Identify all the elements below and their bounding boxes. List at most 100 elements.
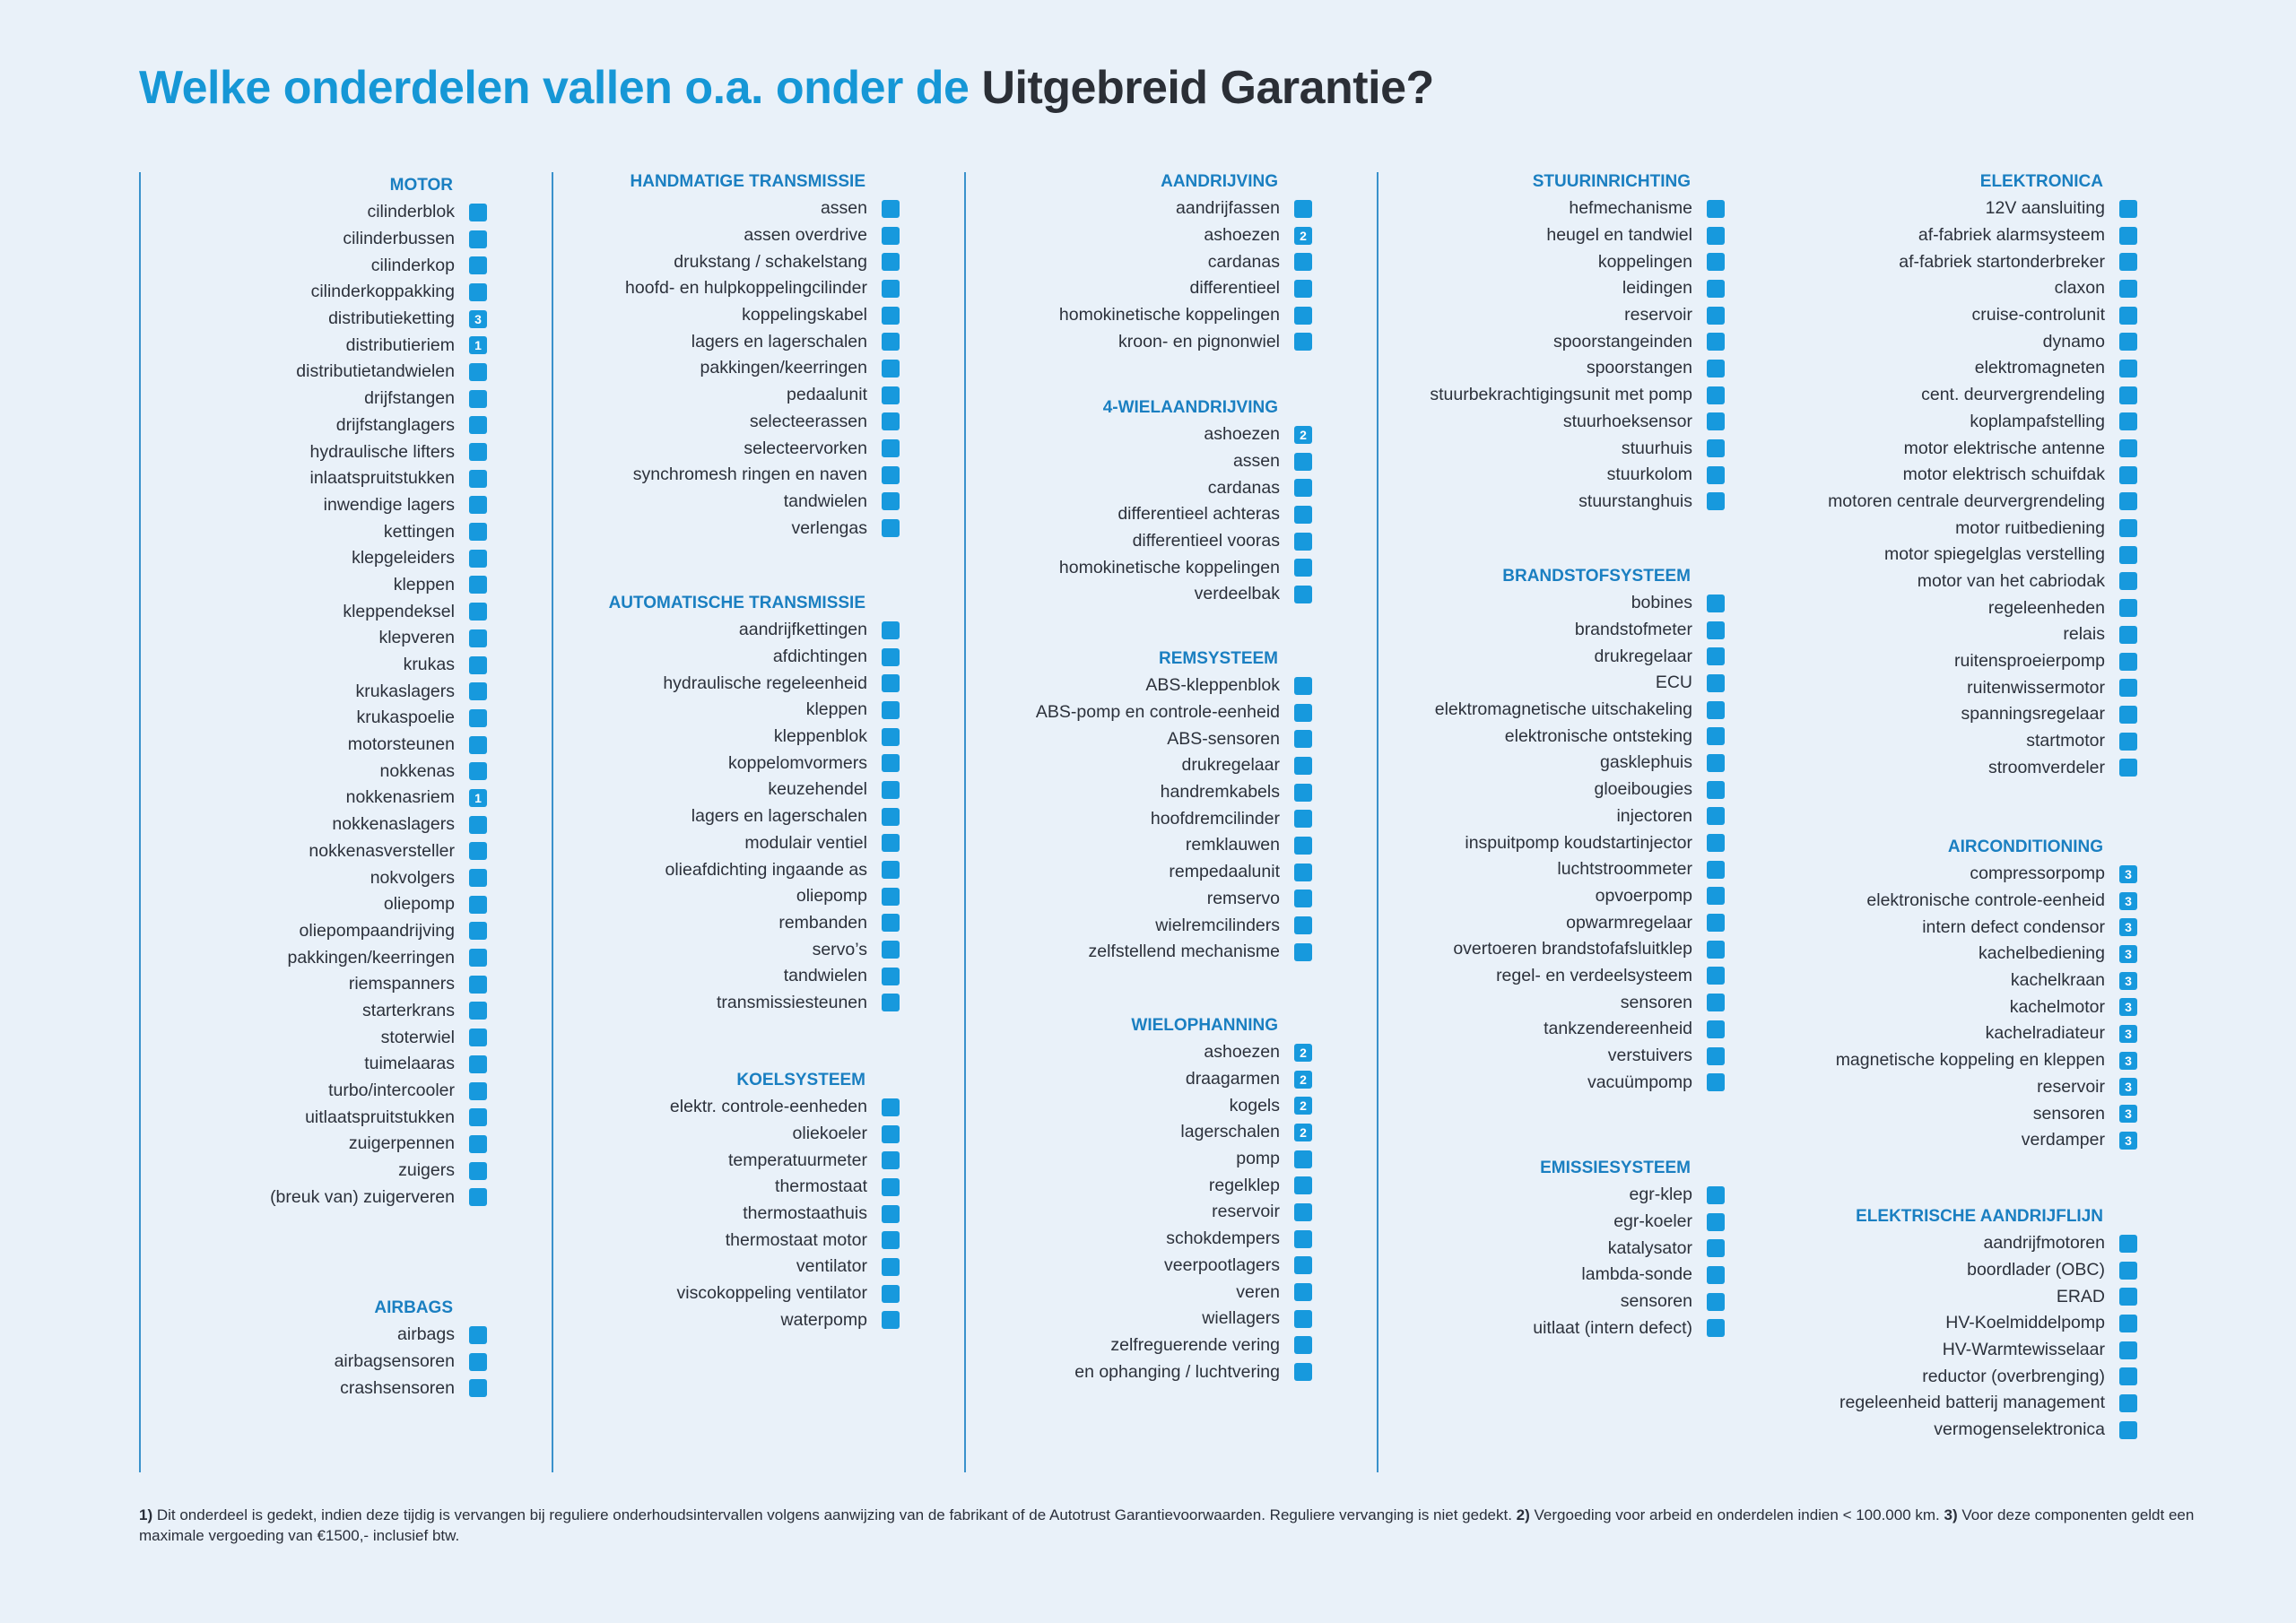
- item-label: servo’s: [812, 939, 867, 959]
- checkbox-icon: [1707, 1292, 1725, 1311]
- list-item: assen: [553, 195, 930, 222]
- item-label: stuurbekrachtigingsunit met pomp: [1430, 385, 1692, 405]
- checkbox-icon: [469, 682, 487, 701]
- section-emissiesysteem: EMISSIESYSTEEM egr-klep egr-koeler katalysa…: [1378, 1155, 1755, 1341]
- list-item: pedaalunit: [553, 382, 930, 409]
- list-item: thermostaathuis: [553, 1201, 930, 1228]
- list-item: veren: [966, 1279, 1343, 1306]
- checkbox-icon: 3: [2119, 1131, 2137, 1150]
- list-item: drukregelaar: [1378, 643, 1755, 670]
- checkbox-icon: [469, 496, 487, 515]
- checkbox-icon: [1707, 834, 1725, 853]
- checkbox-icon: [2119, 279, 2137, 298]
- section-title: HANDMATIGE TRANSMISSIE: [630, 172, 865, 191]
- list-item: verdamper 3: [1791, 1127, 2168, 1154]
- item-label: motor elektrisch schuifdak: [1902, 464, 2105, 485]
- item-label: ruitenwissermotor: [1967, 677, 2105, 698]
- item-label: cardanas: [1207, 251, 1280, 272]
- list-item: keuzehendel: [553, 777, 930, 803]
- list-item: sensoren: [1378, 1289, 1755, 1315]
- list-item: reductor (overbrenging): [1791, 1363, 2168, 1390]
- list-item: opwarmregelaar: [1378, 909, 1755, 936]
- item-label: stuurstanghuis: [1578, 490, 1692, 511]
- list-item: hoofd- en hulpkoppelingcilinder: [553, 275, 930, 302]
- list-item: aandrijfmotoren: [1791, 1230, 2168, 1257]
- footnote-text-2: Vergoeding voor arbeid en onderdelen ind…: [1529, 1506, 1944, 1523]
- item-label: tandwielen: [783, 966, 867, 986]
- checkbox-icon: [1294, 810, 1312, 829]
- item-label: boordlader (OBC): [1967, 1260, 2105, 1280]
- list-item: cilinderkop: [141, 252, 517, 279]
- list-item: pomp: [966, 1146, 1343, 1173]
- checkbox-icon: [469, 443, 487, 462]
- checkbox-icon: [1707, 1020, 1725, 1038]
- checkbox-icon: [1294, 306, 1312, 325]
- item-label: assen overdrive: [744, 225, 867, 246]
- checkbox-icon: [469, 1188, 487, 1207]
- list-item: schokdempers: [966, 1226, 1343, 1253]
- checkbox-icon: [1707, 465, 1725, 484]
- checkbox-icon: [469, 362, 487, 381]
- list-item: kachelmotor 3: [1791, 994, 2168, 1020]
- section-title: AIRBAGS: [374, 1298, 453, 1317]
- item-label: draagarmen: [1185, 1069, 1280, 1089]
- item-label: regelklep: [1208, 1175, 1280, 1195]
- item-label: kleppendeksel: [343, 601, 455, 621]
- item-label: luchtstroommeter: [1557, 859, 1692, 880]
- title-highlight: Welke onderdelen vallen o.a. onder de: [139, 62, 970, 114]
- checkbox-icon: [1707, 386, 1725, 404]
- item-label: motor van het cabriodak: [1917, 570, 2105, 591]
- item-label: motor elektrische antenne: [1903, 438, 2105, 458]
- list-item: distributieketting 3: [141, 306, 517, 333]
- item-label: af-fabriek startonderbreker: [1899, 251, 2105, 272]
- checkbox-icon: [1707, 226, 1725, 245]
- item-label: cilinderkop: [370, 255, 455, 275]
- list-item: kroon- en pignonwiel: [966, 328, 1343, 355]
- checkbox-icon: 3: [2119, 971, 2137, 990]
- item-label: oliepomp: [796, 886, 867, 907]
- checkbox-icon: [1294, 676, 1312, 695]
- checkbox-icon: [882, 1284, 900, 1303]
- checkbox-icon: [2119, 1367, 2137, 1386]
- checkbox-icon: [469, 256, 487, 275]
- item-label: keuzehendel: [768, 779, 867, 800]
- list-item: nokkenaslagers: [141, 812, 517, 838]
- checkbox-icon: [469, 469, 487, 488]
- checkbox-icon: [1707, 967, 1725, 985]
- checkbox-icon: 2: [1294, 1097, 1312, 1115]
- item-label: koppelingen: [1597, 251, 1692, 272]
- list-item: spoorstangen: [1378, 355, 1755, 382]
- checkbox-icon: [882, 226, 900, 245]
- item-label: egr-koeler: [1613, 1211, 1692, 1232]
- item-label: dynamo: [2042, 331, 2105, 352]
- section-title: WIELOPHANNING: [1131, 1016, 1278, 1035]
- list-item: crashsensoren: [141, 1375, 517, 1402]
- checkbox-icon: [1294, 1150, 1312, 1168]
- list-item: motoren centrale deurvergrendeling: [1791, 489, 2168, 516]
- list-item: olieafdichting ingaande as: [553, 856, 930, 883]
- list-item: turbo/intercooler: [141, 1078, 517, 1105]
- list-item: kleppenblok: [553, 724, 930, 751]
- item-label: riemspanners: [348, 974, 455, 994]
- list-item: drukstang / schakelstang: [553, 248, 930, 275]
- list-item: lagerschalen 2: [966, 1119, 1343, 1146]
- item-label: motor spiegelglas verstelling: [1883, 544, 2105, 565]
- list-item: claxon: [1791, 275, 2168, 302]
- item-label: tuimelaaras: [364, 1054, 455, 1074]
- item-label: afdichtingen: [772, 647, 867, 667]
- checkbox-icon: [1707, 199, 1725, 218]
- checkbox-icon: [1294, 1309, 1312, 1328]
- list-item: pakkingen/keerringen: [141, 944, 517, 971]
- list-item: verlengas: [553, 515, 930, 542]
- checkbox-icon: [882, 359, 900, 378]
- item-label: gloeibougies: [1594, 779, 1692, 800]
- item-label: klepveren: [378, 628, 455, 648]
- section-airconditioning: AIRCONDITIONING compressorpomp 3 elektronis…: [1791, 834, 2168, 1154]
- list-item: injectoren: [1378, 803, 1755, 830]
- checkbox-icon: [2119, 732, 2137, 751]
- list-item: selecteerassen: [553, 409, 930, 436]
- item-label: wielremcilinders: [1155, 915, 1280, 935]
- item-label: spoorstangen: [1586, 358, 1692, 378]
- checkbox-icon: [2119, 439, 2137, 458]
- list-item: cilinderbussen: [141, 226, 517, 253]
